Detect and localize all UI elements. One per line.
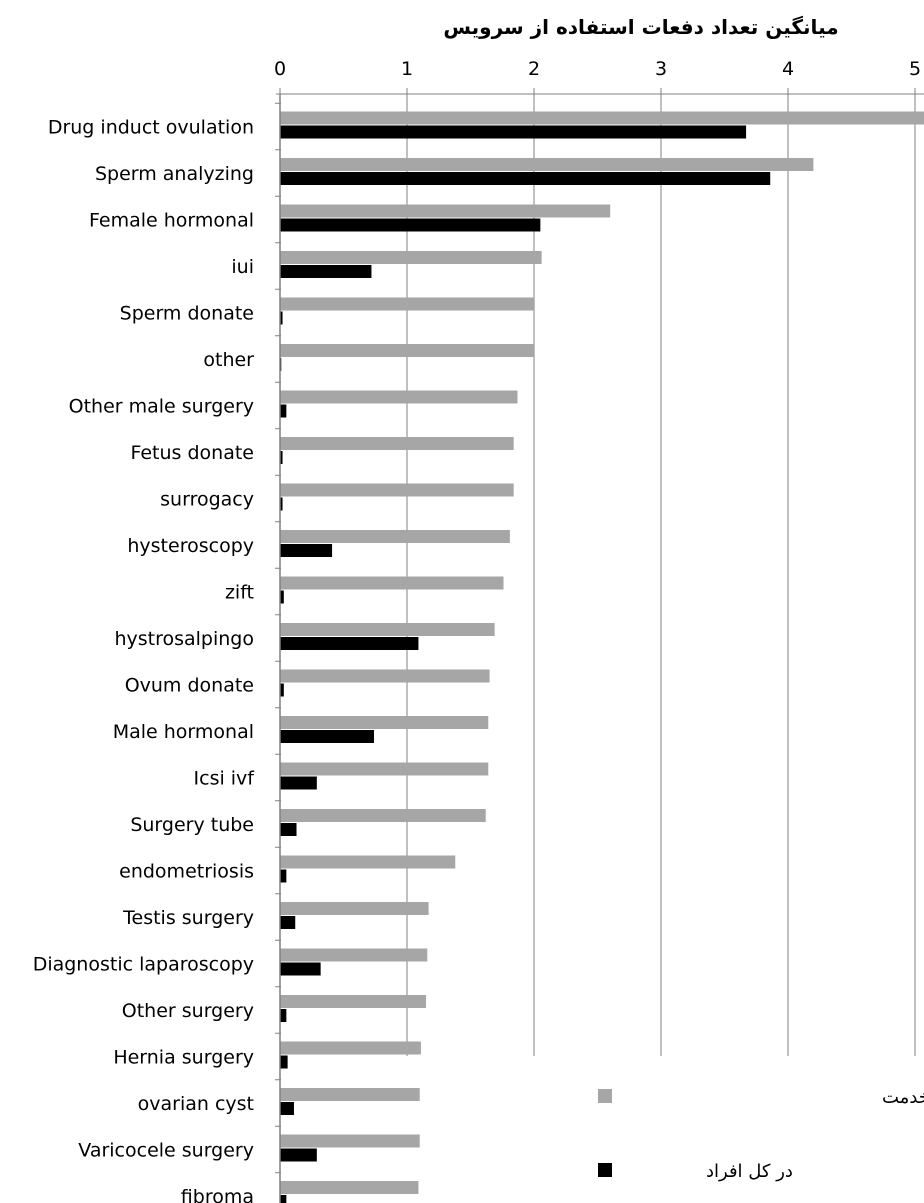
bar-all — [280, 218, 541, 232]
bar-users — [280, 344, 534, 357]
category-label: endometriosis — [119, 861, 254, 883]
bar-users — [280, 1181, 419, 1194]
bar-all — [280, 125, 747, 139]
bar-users — [280, 623, 495, 636]
bar-all — [280, 823, 297, 836]
legend-swatch-users — [598, 1089, 612, 1103]
bar-all — [280, 730, 374, 743]
bar-all — [280, 776, 317, 790]
bar-all — [280, 544, 333, 557]
x-tick-label: 1 — [401, 58, 413, 80]
bar-users — [280, 948, 428, 962]
bar-all — [280, 1195, 287, 1203]
category-label: iui — [231, 256, 254, 278]
category-label: Diagnostic laparoscopy — [33, 954, 254, 976]
bar-all — [280, 265, 372, 278]
bar-users — [280, 1134, 420, 1148]
bar-all — [280, 637, 419, 650]
category-label: Male hormonal — [113, 721, 254, 743]
category-label: zift — [225, 582, 254, 604]
bar-users — [280, 762, 489, 776]
bar-all — [280, 590, 284, 604]
bar-users — [280, 902, 429, 915]
bar-users — [280, 1041, 421, 1055]
category-label: Ovum donate — [125, 675, 254, 697]
category-label: Drug induct ovulation — [48, 117, 254, 139]
category-label: hysteroscopy — [127, 535, 254, 557]
category-axis — [275, 94, 281, 1203]
bar-all — [280, 451, 283, 464]
bar-users — [280, 669, 490, 683]
x-tick-label: 2 — [528, 58, 540, 80]
category-label: Hernia surgery — [113, 1047, 254, 1069]
category-label: other — [203, 349, 254, 371]
legend-swatch-all — [598, 1163, 612, 1177]
bar-users — [280, 437, 514, 450]
bar-users — [280, 158, 814, 171]
category-label: Varicocele surgery — [78, 1140, 254, 1162]
bar-all — [280, 869, 287, 883]
bar-all — [280, 404, 287, 418]
category-label: Fetus donate — [130, 442, 254, 464]
bar-all — [280, 172, 771, 185]
bar-users — [280, 204, 611, 218]
category-label: Other surgery — [122, 1000, 254, 1022]
bar-users — [280, 1088, 420, 1101]
category-labels: Drug induct ovulation Sperm analyzing Fema… — [33, 117, 256, 1203]
bar-users — [280, 251, 542, 264]
bar-all — [280, 311, 283, 325]
legend-label-all: در کل افراد — [706, 1161, 793, 1182]
bar-users — [280, 483, 514, 497]
category-label: Surgery tube — [130, 814, 254, 836]
chart-title: میانگین تعداد دفعات استفاده از سرویس — [443, 15, 838, 39]
bar-users — [280, 297, 534, 311]
x-tick-label: 4 — [782, 58, 794, 80]
bar-users — [280, 809, 486, 822]
x-axis-ticks: 0 1 2 3 4 5 — [274, 58, 924, 95]
bar-all — [280, 962, 321, 976]
bar-users — [280, 716, 489, 729]
category-label: Icsi ivf — [194, 768, 256, 790]
bar-users — [280, 111, 924, 125]
bar-users — [280, 855, 456, 869]
category-label: surrogacy — [160, 489, 254, 511]
bar-all — [280, 1055, 288, 1069]
bar-all — [280, 497, 283, 511]
category-label: hystrosalpingo — [114, 628, 254, 650]
category-label: Testis surgery — [122, 907, 254, 929]
legend: در استفاده کنندگان از خدمت در کل افراد — [598, 1086, 924, 1182]
x-tick-label: 0 — [274, 58, 286, 80]
bar-all — [280, 1148, 317, 1162]
category-label: fibroma — [181, 1186, 254, 1203]
bar-users — [280, 995, 427, 1008]
bar-all — [280, 1009, 287, 1022]
legend-label-users: در استفاده کنندگان از خدمت — [882, 1086, 924, 1108]
x-tick-label: 3 — [655, 58, 667, 80]
bar-users — [280, 530, 510, 543]
category-label: Female hormonal — [89, 210, 254, 232]
bars — [280, 111, 924, 1203]
x-tick-label: 5 — [909, 58, 921, 80]
bar-all — [280, 916, 296, 929]
bar-all — [280, 1102, 294, 1115]
bar-all — [280, 683, 284, 697]
category-label: Sperm donate — [120, 303, 254, 325]
category-label: ovarian cyst — [138, 1093, 254, 1115]
gridlines — [406, 93, 916, 1056]
bar-users — [280, 390, 518, 404]
category-label: Sperm analyzing — [95, 163, 254, 185]
bar-users — [280, 576, 504, 590]
category-label: Other male surgery — [69, 396, 254, 418]
